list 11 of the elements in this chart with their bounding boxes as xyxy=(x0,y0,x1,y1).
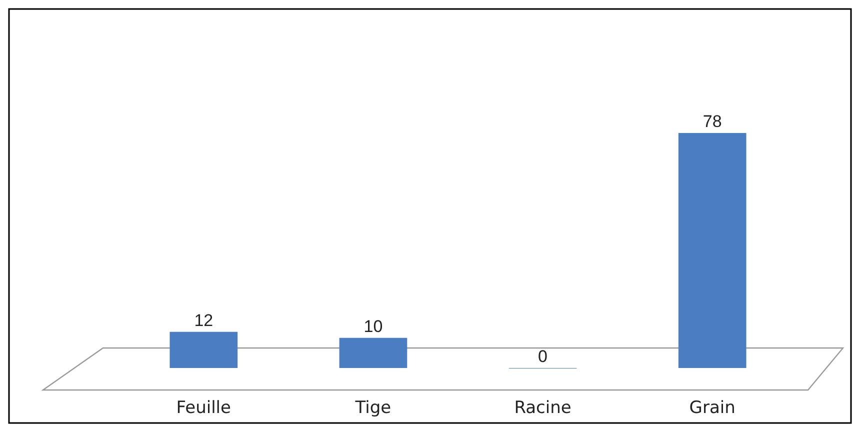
x-tick-label: Racine xyxy=(514,398,572,418)
x-tick-label: Grain xyxy=(689,398,736,418)
x-tick-label: Feuille xyxy=(176,398,232,418)
data-label: 10 xyxy=(364,316,383,336)
bar xyxy=(339,338,408,368)
x-tick-label: Tige xyxy=(354,398,392,418)
bar xyxy=(678,133,746,368)
data-label: 78 xyxy=(702,112,722,131)
bar xyxy=(170,332,238,368)
data-label: 12 xyxy=(194,310,214,330)
data-label: 0 xyxy=(538,347,548,366)
